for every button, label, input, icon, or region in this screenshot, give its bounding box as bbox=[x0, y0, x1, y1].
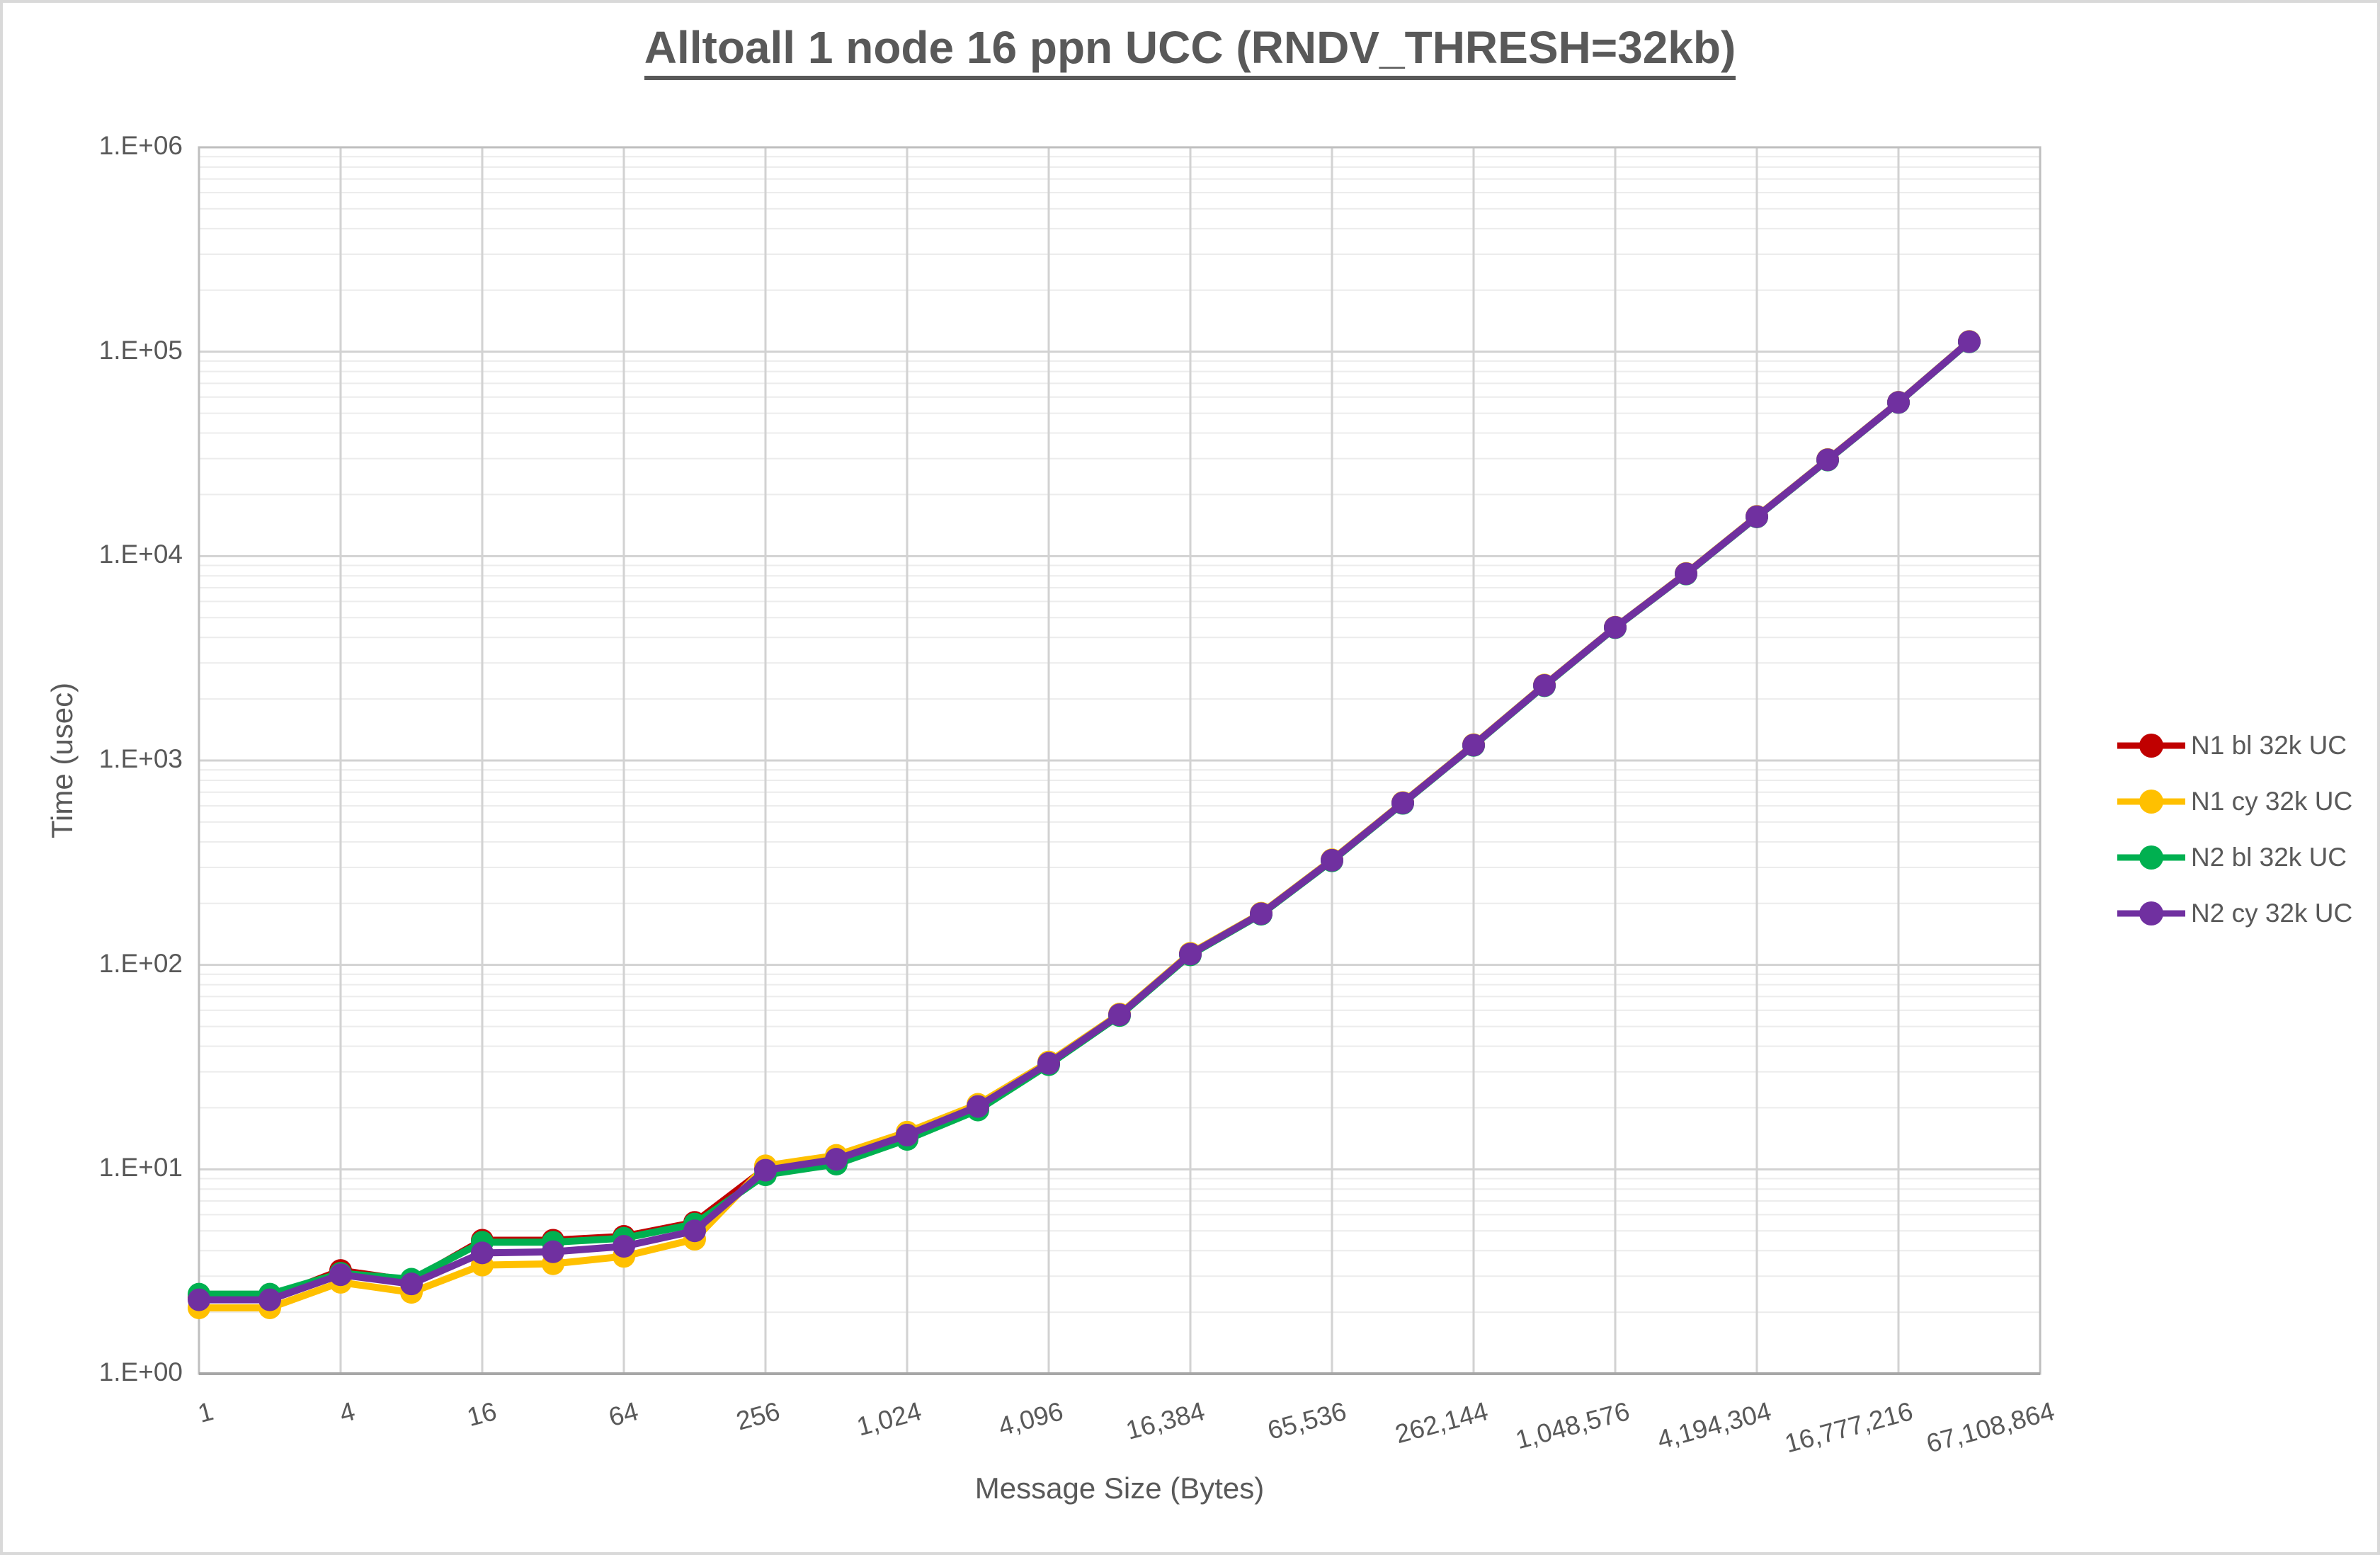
series-marker-3-1 bbox=[258, 1288, 281, 1311]
series-line-0 bbox=[195, 338, 1973, 1301]
series-marker-3-21 bbox=[1675, 562, 1697, 586]
y-tick-label: 1.E+02 bbox=[98, 948, 183, 978]
series-marker-3-0 bbox=[188, 1288, 210, 1311]
series-line-2 bbox=[195, 338, 1973, 1298]
y-axis-title: Time (usec) bbox=[45, 682, 79, 839]
series-marker-3-17 bbox=[1391, 791, 1414, 814]
legend-marker-icon bbox=[2117, 845, 2185, 870]
series-marker-3-14 bbox=[1179, 942, 1202, 966]
legend-marker-icon bbox=[2117, 734, 2185, 758]
legend-item-1: N1 cy 32k UC bbox=[2116, 784, 2352, 819]
series-marker-3-3 bbox=[400, 1272, 423, 1296]
legend-label: N1 bl 32k UC bbox=[2191, 731, 2347, 760]
series-marker-3-22 bbox=[1746, 505, 1768, 528]
series-marker-3-8 bbox=[754, 1158, 777, 1182]
chart-title: Alltoall 1 node 16 ppn UCC (RNDV_THRESH=… bbox=[0, 21, 2380, 80]
series-marker-3-24 bbox=[1887, 391, 1910, 414]
series-marker-3-7 bbox=[683, 1219, 706, 1243]
legend-item-2: N2 bl 32k UC bbox=[2116, 840, 2352, 875]
y-tick-label: 1.E+04 bbox=[98, 540, 183, 569]
legend-label: N1 cy 32k UC bbox=[2191, 787, 2353, 816]
legend-item-3: N2 cy 32k UC bbox=[2116, 896, 2352, 931]
legend-marker-icon bbox=[2117, 901, 2185, 925]
series-marker-3-10 bbox=[896, 1124, 918, 1147]
x-axis-title: Message Size (Bytes) bbox=[974, 1471, 1265, 1505]
series-marker-3-6 bbox=[613, 1235, 635, 1258]
series-marker-3-2 bbox=[329, 1263, 352, 1287]
series-marker-3-23 bbox=[1816, 448, 1839, 472]
series-marker-3-20 bbox=[1604, 615, 1627, 639]
series-marker-3-16 bbox=[1321, 848, 1343, 872]
series-marker-3-18 bbox=[1462, 734, 1485, 757]
chart-title-text: Alltoall 1 node 16 ppn UCC (RNDV_THRESH=… bbox=[644, 22, 1736, 80]
series-marker-3-9 bbox=[825, 1148, 848, 1171]
series-line-1 bbox=[195, 338, 1973, 1311]
series-marker-3-12 bbox=[1037, 1052, 1060, 1075]
series-marker-3-15 bbox=[1250, 902, 1272, 925]
series-line-3 bbox=[195, 338, 1973, 1304]
legend: N1 bl 32k UC N1 cy 32k UC N2 bl 32k UC N2 c… bbox=[2116, 728, 2352, 931]
legend-marker-icon bbox=[2117, 790, 2185, 814]
legend-item-0: N1 bl 32k UC bbox=[2116, 728, 2352, 763]
series-marker-3-25 bbox=[1958, 330, 1981, 353]
series-marker-3-4 bbox=[471, 1241, 494, 1265]
y-tick-label: 1.E+05 bbox=[98, 335, 183, 365]
series-marker-3-19 bbox=[1533, 673, 1556, 697]
y-tick-label: 1.E+00 bbox=[98, 1357, 183, 1386]
legend-label: N2 cy 32k UC bbox=[2191, 899, 2353, 928]
y-tick-label: 1.E+03 bbox=[98, 744, 183, 773]
y-tick-label: 1.E+01 bbox=[98, 1153, 183, 1183]
legend-label: N2 bl 32k UC bbox=[2191, 843, 2347, 872]
series-marker-3-11 bbox=[967, 1095, 989, 1118]
y-tick-label: 1.E+06 bbox=[98, 131, 183, 160]
series-marker-3-5 bbox=[542, 1240, 564, 1263]
series-marker-3-13 bbox=[1108, 1003, 1131, 1027]
